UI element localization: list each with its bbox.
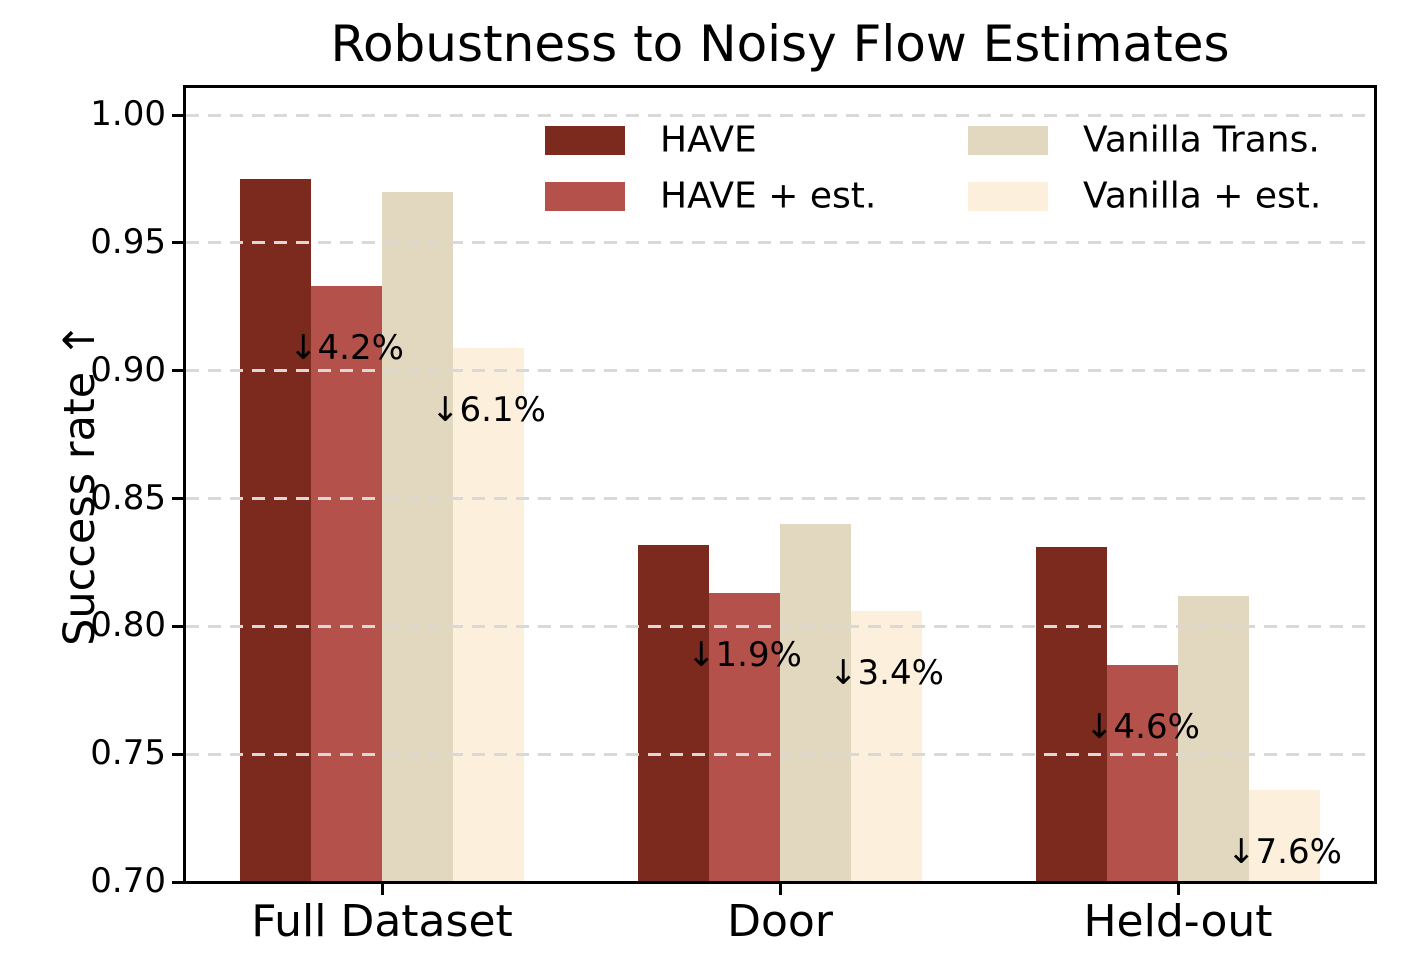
y-axis-tick-label: 0.80 <box>90 605 166 646</box>
bar-drop-annotation: ↓4.6% <box>1085 706 1200 747</box>
legend-label: Vanilla Trans. <box>1083 119 1320 161</box>
y-axis-tick-label: 0.95 <box>90 222 166 263</box>
bar-vanilla-trans <box>382 191 453 882</box>
y-axis-tick-label: 0.90 <box>90 349 166 390</box>
y-axis-tick <box>172 624 185 628</box>
y-axis-tick-label: 0.70 <box>90 861 166 902</box>
y-axis-tick <box>172 752 185 756</box>
bar-drop-annotation: ↓6.1% <box>431 389 546 430</box>
legend-swatch <box>968 126 1048 155</box>
bar-have-est <box>311 286 382 882</box>
y-axis-tick-label: 1.00 <box>90 94 166 135</box>
legend-label: Vanilla + est. <box>1083 175 1322 217</box>
x-axis-tick-label-held-out: Held-out <box>1083 896 1273 947</box>
bar-drop-annotation: ↓1.9% <box>687 635 802 676</box>
y-axis-tick-label: 0.85 <box>90 477 166 518</box>
legend-label: HAVE <box>660 119 757 161</box>
legend-swatch <box>968 182 1048 211</box>
x-axis-tick-label-full-dataset: Full Dataset <box>251 896 513 947</box>
bar-vanilla-trans <box>780 524 851 882</box>
legend-swatch <box>545 126 625 155</box>
bar-drop-annotation: ↓4.2% <box>289 328 404 369</box>
gridline <box>186 369 1374 373</box>
y-axis-tick <box>172 113 185 117</box>
y-axis-tick <box>172 241 185 245</box>
legend-label: HAVE + est. <box>660 175 877 217</box>
bar-vanilla-est <box>851 610 922 882</box>
y-axis-tick <box>172 497 185 500</box>
legend-swatch <box>545 182 625 211</box>
bar-drop-annotation: ↓3.4% <box>829 652 944 693</box>
bar-have <box>638 544 709 882</box>
bar-vanilla-est <box>1249 789 1320 882</box>
bar-have <box>1036 547 1107 882</box>
x-axis-tick <box>778 882 782 895</box>
bar-vanilla-est <box>453 347 524 882</box>
bar-vanilla-trans <box>1178 595 1249 882</box>
gridline <box>186 624 1374 628</box>
gridline <box>186 752 1374 756</box>
bar-have-est <box>1107 664 1178 882</box>
bar-have-est <box>709 593 780 882</box>
gridline <box>186 113 1374 117</box>
x-axis-tick-label-door: Door <box>727 896 833 947</box>
x-axis-tick <box>380 882 384 895</box>
bar-have <box>240 178 311 882</box>
y-axis-tick <box>172 880 185 884</box>
bar-drop-annotation: ↓7.6% <box>1227 831 1342 872</box>
gridline <box>186 497 1374 500</box>
x-axis-tick <box>1176 882 1180 895</box>
y-axis-tick <box>172 369 185 373</box>
chart-title: Robustness to Noisy Flow Estimates <box>330 15 1230 73</box>
gridline <box>186 241 1374 245</box>
y-axis-tick-label: 0.75 <box>90 733 166 774</box>
